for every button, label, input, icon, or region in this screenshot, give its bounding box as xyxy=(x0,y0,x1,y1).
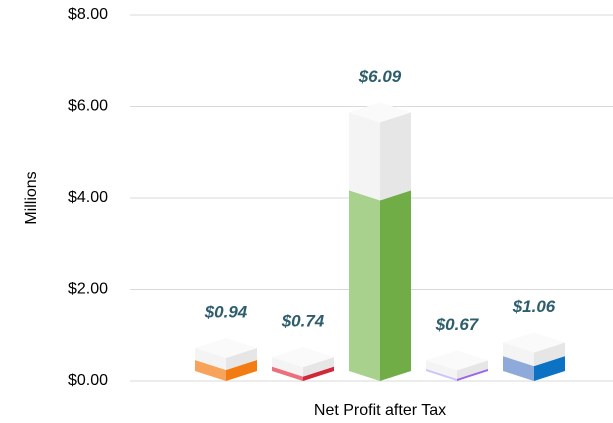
bar-face-left xyxy=(426,368,457,381)
bar xyxy=(195,337,257,381)
bar-cap-left xyxy=(349,112,380,201)
y-tick-label: $8.00 xyxy=(68,6,108,23)
bar-face-right xyxy=(534,356,565,381)
value-label: $0.74 xyxy=(281,312,325,331)
y-axis-label: Millions xyxy=(23,171,40,224)
value-label: $0.67 xyxy=(435,315,480,334)
bar-cap-left xyxy=(272,357,303,377)
bar-face-left xyxy=(272,366,303,381)
bar-cap-left xyxy=(195,347,226,371)
bar-face-left xyxy=(195,360,226,381)
bar-top xyxy=(349,102,411,123)
value-label: $0.94 xyxy=(204,302,248,321)
bar-cap-right xyxy=(534,342,565,367)
bar-top xyxy=(426,350,488,371)
bar xyxy=(272,347,334,381)
bar-cap-right xyxy=(226,347,257,371)
bar-top xyxy=(503,332,565,353)
bar-top xyxy=(272,347,334,368)
bar-face-right xyxy=(457,368,488,381)
bar-face-left xyxy=(349,190,380,381)
bar-cap-right xyxy=(457,360,488,379)
bar xyxy=(426,350,488,381)
bar xyxy=(503,332,565,381)
bar xyxy=(349,102,411,381)
y-tick-label: $0.00 xyxy=(68,372,108,389)
bar-face-left xyxy=(503,356,534,381)
y-tick-label: $4.00 xyxy=(68,189,108,206)
bar-face-right xyxy=(380,190,411,381)
x-tick-label: Net Profit after Tax xyxy=(314,402,446,419)
bar-cap-left xyxy=(503,342,534,367)
y-tick-label: $6.00 xyxy=(68,98,108,115)
bar-face-right xyxy=(226,360,257,381)
bar-cap-left xyxy=(426,360,457,379)
y-tick-label: $2.00 xyxy=(68,281,108,298)
value-label: $1.06 xyxy=(512,297,556,316)
bar-face-right xyxy=(303,366,334,381)
value-label: $6.09 xyxy=(358,67,402,86)
bar-cap-right xyxy=(303,357,334,377)
bar-top xyxy=(195,337,257,358)
bar-cap-right xyxy=(380,112,411,201)
